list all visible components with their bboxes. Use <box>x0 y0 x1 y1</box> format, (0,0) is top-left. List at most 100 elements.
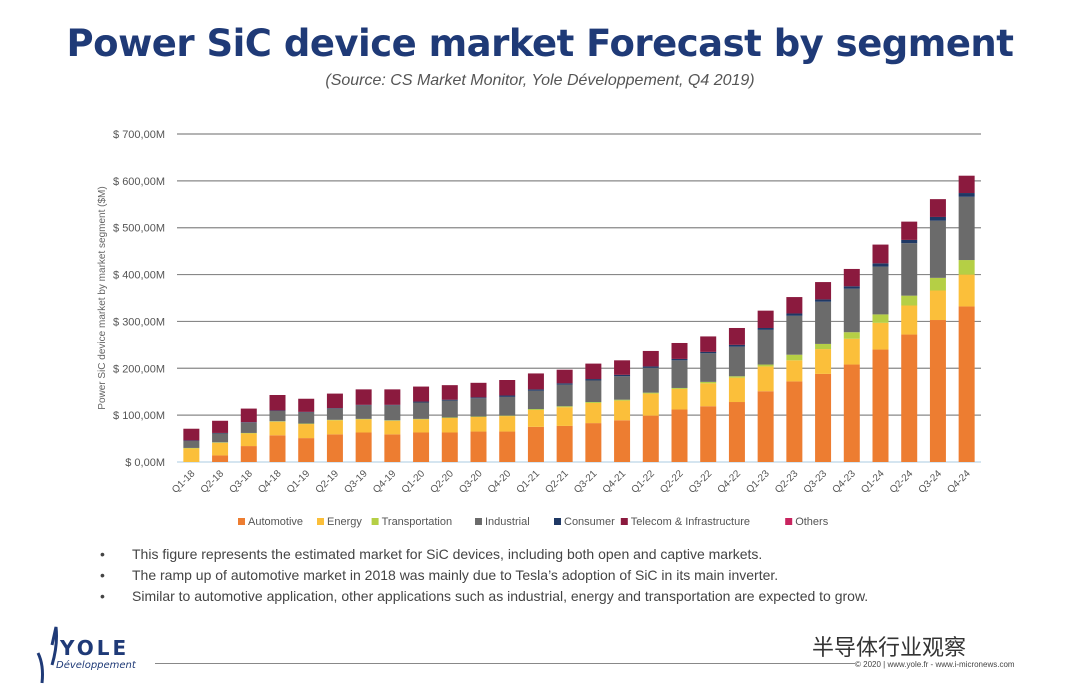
bar-segment-transportation <box>527 409 544 410</box>
bar-segment-industrial <box>700 353 717 382</box>
bar-segment-industrial <box>872 266 889 315</box>
bar-segment-automotive <box>815 373 832 462</box>
bar-segment-industrial <box>441 400 458 418</box>
x-tick-label: Q3-18 <box>227 468 255 496</box>
legend-swatch <box>371 518 379 525</box>
x-tick-label: Q1-20 <box>400 468 428 496</box>
x-tick-label: Q3-20 <box>457 468 485 496</box>
y-tick-label: $ 600,00M <box>113 176 165 188</box>
bar-segment-industrial <box>786 315 803 355</box>
bar-segment-telecom-infrastructure <box>786 297 803 314</box>
bar-segment-industrial <box>556 384 573 407</box>
bar-segment-consumer <box>585 379 602 381</box>
bar-segment-industrial <box>470 398 487 417</box>
bar-segment-automotive <box>700 406 717 462</box>
legend-label: Energy <box>327 516 362 528</box>
bullet-item: This figure represents the estimated mar… <box>100 544 868 565</box>
bar-segment-energy <box>355 419 372 433</box>
bar-segment-telecom-infrastructure <box>384 389 401 405</box>
bar-segment-automotive <box>240 446 257 462</box>
x-tick-label: Q2-20 <box>428 468 456 496</box>
bar-segment-energy <box>212 442 229 456</box>
bar-segment-energy <box>872 322 889 350</box>
bar-segment-automotive <box>499 431 516 462</box>
bar-segment-telecom-infrastructure <box>929 199 946 217</box>
slide-title: Power SiC device market Forecast by segm… <box>66 22 1014 65</box>
bar-segment-transportation <box>958 260 975 275</box>
bar-segment-telecom-infrastructure <box>355 389 372 405</box>
bar-segment-consumer <box>642 366 659 368</box>
x-tick-label: Q2-23 <box>773 468 801 496</box>
legend-swatch <box>475 518 482 525</box>
legend-label: Telecom & Infrastructure <box>631 516 750 528</box>
x-tick-label: Q4-19 <box>371 468 399 496</box>
bar-segment-industrial <box>183 440 200 448</box>
bar-segment-telecom-infrastructure <box>441 385 458 400</box>
yole-logo: YOLE Développement <box>30 625 155 690</box>
x-tick-label: Q4-22 <box>716 468 744 496</box>
bar-segment-transportation <box>642 392 659 394</box>
bar-segment-telecom-infrastructure <box>757 310 774 328</box>
x-tick-label: Q1-23 <box>744 468 772 496</box>
bar-segment-industrial <box>757 329 774 365</box>
legend-swatch <box>554 518 561 525</box>
x-tick-label: Q2-24 <box>888 468 916 496</box>
bar-segment-telecom-infrastructure <box>843 268 860 287</box>
legend-label: Industrial <box>485 516 530 528</box>
bar-segment-telecom-infrastructure <box>269 394 286 411</box>
bar-segment-industrial <box>384 405 401 421</box>
bullet-item: The ramp up of automotive market in 2018… <box>100 565 868 586</box>
x-tick-label: Q4-20 <box>486 468 514 496</box>
bar-segment-consumer <box>499 395 516 397</box>
bar-segment-consumer <box>815 299 832 302</box>
bar-segment-industrial <box>728 346 745 377</box>
bar-segment-energy <box>269 421 286 436</box>
bar-segment-consumer <box>671 358 688 361</box>
bar-segment-industrial <box>929 220 946 278</box>
bar-segment-industrial <box>212 433 229 443</box>
bar-segment-energy <box>527 409 544 427</box>
bar-segment-transportation <box>872 314 889 323</box>
bar-segment-telecom-infrastructure <box>901 221 918 240</box>
footer-divider <box>155 663 855 664</box>
bar-segment-consumer <box>786 313 803 316</box>
bar-segment-industrial <box>958 196 975 261</box>
bar-segment-telecom-infrastructure <box>298 398 315 412</box>
bar-segment-consumer <box>470 397 487 399</box>
bullet-item: Similar to automotive application, other… <box>100 586 868 607</box>
bar-segment-energy <box>815 349 832 374</box>
bar-segment-industrial <box>614 376 631 400</box>
bar-segment-telecom-infrastructure <box>585 363 602 380</box>
bar-segment-consumer <box>413 401 430 403</box>
bar-segment-telecom-infrastructure <box>413 386 430 402</box>
x-tick-label: Q3-21 <box>572 468 600 496</box>
bar-segment-automotive <box>929 320 946 462</box>
bar-segment-industrial <box>413 402 430 419</box>
bar-segment-energy <box>700 383 717 407</box>
bar-segment-industrial <box>527 390 544 410</box>
bar-segment-industrial <box>240 422 257 433</box>
bar-segment-industrial <box>843 288 860 333</box>
y-tick-label: $ 200,00M <box>113 363 165 375</box>
bar-segment-energy <box>326 420 343 435</box>
y-tick-label: $ 500,00M <box>113 223 165 235</box>
legend-swatch <box>317 518 324 525</box>
x-tick-label: Q3-24 <box>917 468 945 496</box>
bar-segment-transportation <box>585 402 602 403</box>
bar-segment-telecom-infrastructure <box>642 350 659 367</box>
x-tick-label: Q1-24 <box>859 468 887 496</box>
bar-segment-energy <box>499 416 516 432</box>
bar-segment-industrial <box>901 243 918 296</box>
x-tick-label: Q3-23 <box>802 468 830 496</box>
x-tick-label: Q4-24 <box>945 468 973 496</box>
x-tick-label: Q4-23 <box>830 468 858 496</box>
bar-segment-automotive <box>470 431 487 462</box>
bar-segment-energy <box>728 377 745 403</box>
bar-segment-energy <box>413 419 430 433</box>
x-tick-label: Q2-22 <box>658 468 686 496</box>
bar-segment-automotive <box>527 426 544 462</box>
bar-segment-energy <box>671 388 688 410</box>
bar-segment-telecom-infrastructure <box>671 342 688 359</box>
bar-segment-automotive <box>642 415 659 462</box>
bar-segment-automotive <box>671 409 688 462</box>
